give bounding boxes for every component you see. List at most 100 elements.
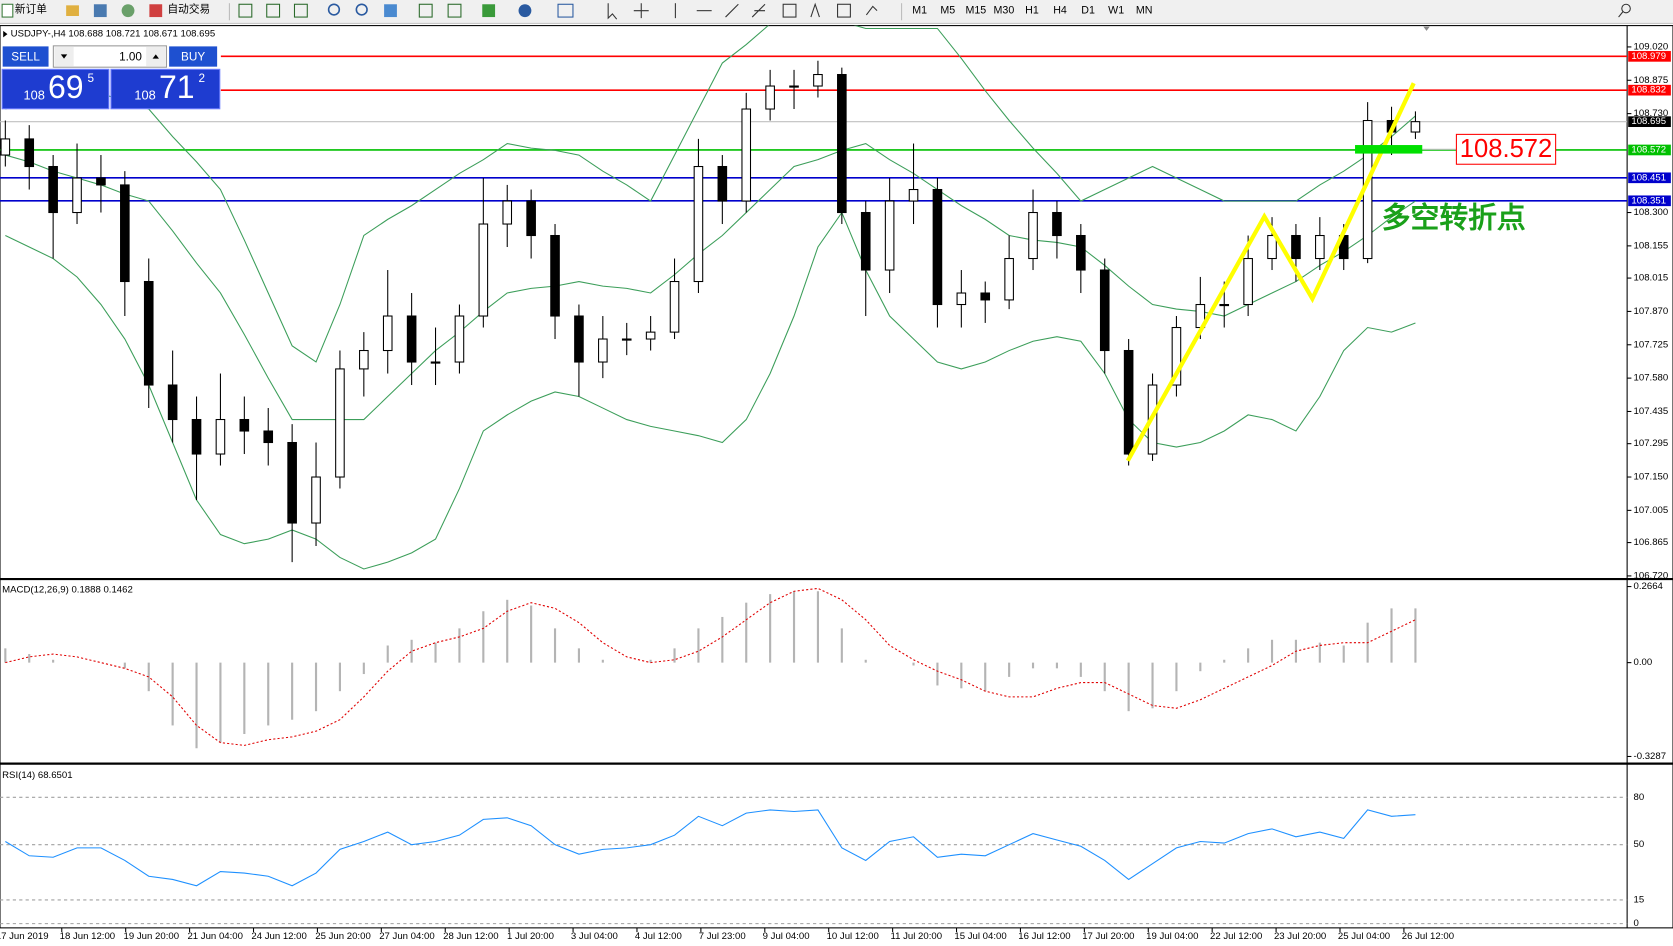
toolbar-icon[interactable]	[418, 3, 433, 18]
price-tick-label: 108.015	[1634, 273, 1669, 284]
label-tool[interactable]	[837, 3, 851, 18]
crosshair-tool[interactable]	[633, 3, 649, 19]
price-tick-label: 108.875	[1634, 75, 1669, 86]
candle-body	[1052, 211, 1062, 237]
toolbar-icon[interactable]	[238, 3, 253, 18]
candle-body	[143, 280, 154, 386]
candle-body	[789, 85, 799, 88]
candle-body	[311, 476, 321, 524]
candle-body	[669, 280, 680, 333]
candle-body	[860, 211, 871, 271]
candle-body	[717, 165, 728, 202]
toolbar-icon[interactable]	[293, 3, 308, 18]
time-label: 10 Jul 12:00	[827, 931, 879, 942]
timeframe-button[interactable]: W1	[1108, 4, 1124, 16]
time-label: 4 Jul 12:00	[635, 931, 682, 942]
buy-button[interactable]	[168, 45, 219, 68]
candle-body	[693, 165, 704, 283]
toolbar-icon[interactable]	[266, 3, 281, 18]
time-label: 28 Jun 12:00	[443, 931, 498, 942]
zoom-in[interactable]	[327, 3, 341, 16]
candle-body	[359, 349, 369, 370]
level-label-bg	[1628, 84, 1671, 96]
sell-button[interactable]	[1, 45, 50, 68]
toolbar-icon[interactable]	[121, 4, 135, 18]
new-order-button[interactable]: 新订单	[15, 2, 47, 15]
macd-tick-label: -0.3287	[1634, 751, 1667, 762]
time-label: 7 Jul 23:00	[699, 931, 746, 942]
time-label: 1 Jul 20:00	[507, 931, 554, 942]
fibo-tool[interactable]	[782, 3, 797, 18]
timeframe-button[interactable]: M15	[965, 4, 986, 16]
trendline-tool[interactable]	[725, 3, 739, 18]
timeframe-button[interactable]: MN	[1136, 4, 1153, 16]
toolbar-items: 新订单 自动交易 M1 M5 M15 M30 H1 H4 D1 W1 MN	[1, 2, 1631, 21]
lot-increase-arrow	[152, 54, 159, 59]
level-label: 108.572	[1631, 144, 1666, 155]
price-tick-label: 107.295	[1634, 438, 1669, 449]
lot-value[interactable]: 1.00	[119, 51, 142, 64]
search-icon[interactable]	[1618, 11, 1624, 18]
tile-windows[interactable]	[384, 4, 397, 18]
candle-body	[980, 292, 991, 301]
candle-body	[191, 418, 202, 455]
macd-tick-label: 0.2664	[1634, 581, 1664, 592]
periods[interactable]	[518, 4, 532, 18]
sell-price-pips: 69	[48, 69, 84, 105]
timeframe-button[interactable]: D1	[1081, 4, 1095, 16]
candle-body	[884, 200, 895, 271]
candle-body	[1291, 234, 1301, 260]
sell-label[interactable]: SELL	[11, 51, 40, 64]
indicators[interactable]	[482, 4, 496, 18]
price-tick-label: 108.730	[1634, 108, 1669, 119]
zoom-out[interactable]	[355, 3, 368, 16]
buy-label[interactable]: BUY	[181, 51, 205, 64]
candle-body	[1219, 303, 1230, 307]
timeframe-button[interactable]: H1	[1025, 4, 1039, 16]
new-order-icon[interactable]	[1, 3, 14, 18]
toolbar-icon[interactable]	[93, 4, 107, 18]
buy-price-fraction: 2	[198, 72, 205, 85]
candle-body	[813, 73, 823, 87]
sell-price-fraction: 5	[87, 72, 94, 85]
time-label: 15 Jul 04:00	[954, 931, 1006, 942]
toolbar	[0, 0, 1673, 24]
level-label-bg	[1628, 195, 1671, 207]
arrows-tool[interactable]	[865, 5, 878, 16]
bollinger-lower	[5, 211, 1416, 570]
time-label: 11 Jul 20:00	[890, 931, 942, 942]
candle-body	[239, 418, 250, 432]
lot-input[interactable]	[52, 45, 167, 68]
candle-body	[0, 138, 11, 156]
price-tick-label: 107.150	[1634, 472, 1669, 483]
time-label: 16 Jul 12:00	[1018, 931, 1070, 942]
timeframe-button[interactable]: H4	[1053, 4, 1067, 16]
price-axis: 109.020 108.875 108.730 108.300 108.155 108.0…	[1627, 41, 1671, 581]
time-label: 27 Jun 04:00	[379, 931, 434, 942]
price-tick-label: 108.300	[1634, 207, 1669, 218]
sell-price-box[interactable]	[1, 68, 110, 110]
toolbar-icon[interactable]	[447, 3, 462, 18]
channel-tool[interactable]	[751, 3, 766, 18]
auto-trading-button[interactable]: 自动交易	[168, 2, 211, 15]
candle-body	[1171, 326, 1182, 386]
cursor-tool[interactable]	[607, 3, 618, 20]
toolbar-icon[interactable]	[66, 5, 79, 16]
candle-body	[167, 384, 178, 421]
candle-body	[1267, 234, 1277, 260]
level-label: 108.451	[1631, 172, 1666, 183]
buy-price-box[interactable]	[110, 68, 221, 110]
search-icon[interactable]	[1621, 3, 1631, 14]
macd-panel: 0.2664 0.00 -0.3287	[4, 581, 1667, 762]
time-label: 17 Jun 2019	[0, 931, 49, 942]
text-tool[interactable]	[810, 2, 820, 18]
timeframe-button[interactable]: M1	[912, 4, 927, 16]
timeframe-button[interactable]: M30	[994, 4, 1015, 16]
auto-trading-icon[interactable]	[149, 4, 163, 18]
templates[interactable]	[557, 3, 574, 18]
timeframe-button[interactable]: M5	[940, 4, 955, 16]
time-label: 18 Jun 12:00	[60, 931, 115, 942]
candle-body	[1076, 234, 1086, 271]
time-label: 22 Jul 12:00	[1210, 931, 1262, 942]
level-label-bg	[1628, 144, 1671, 156]
